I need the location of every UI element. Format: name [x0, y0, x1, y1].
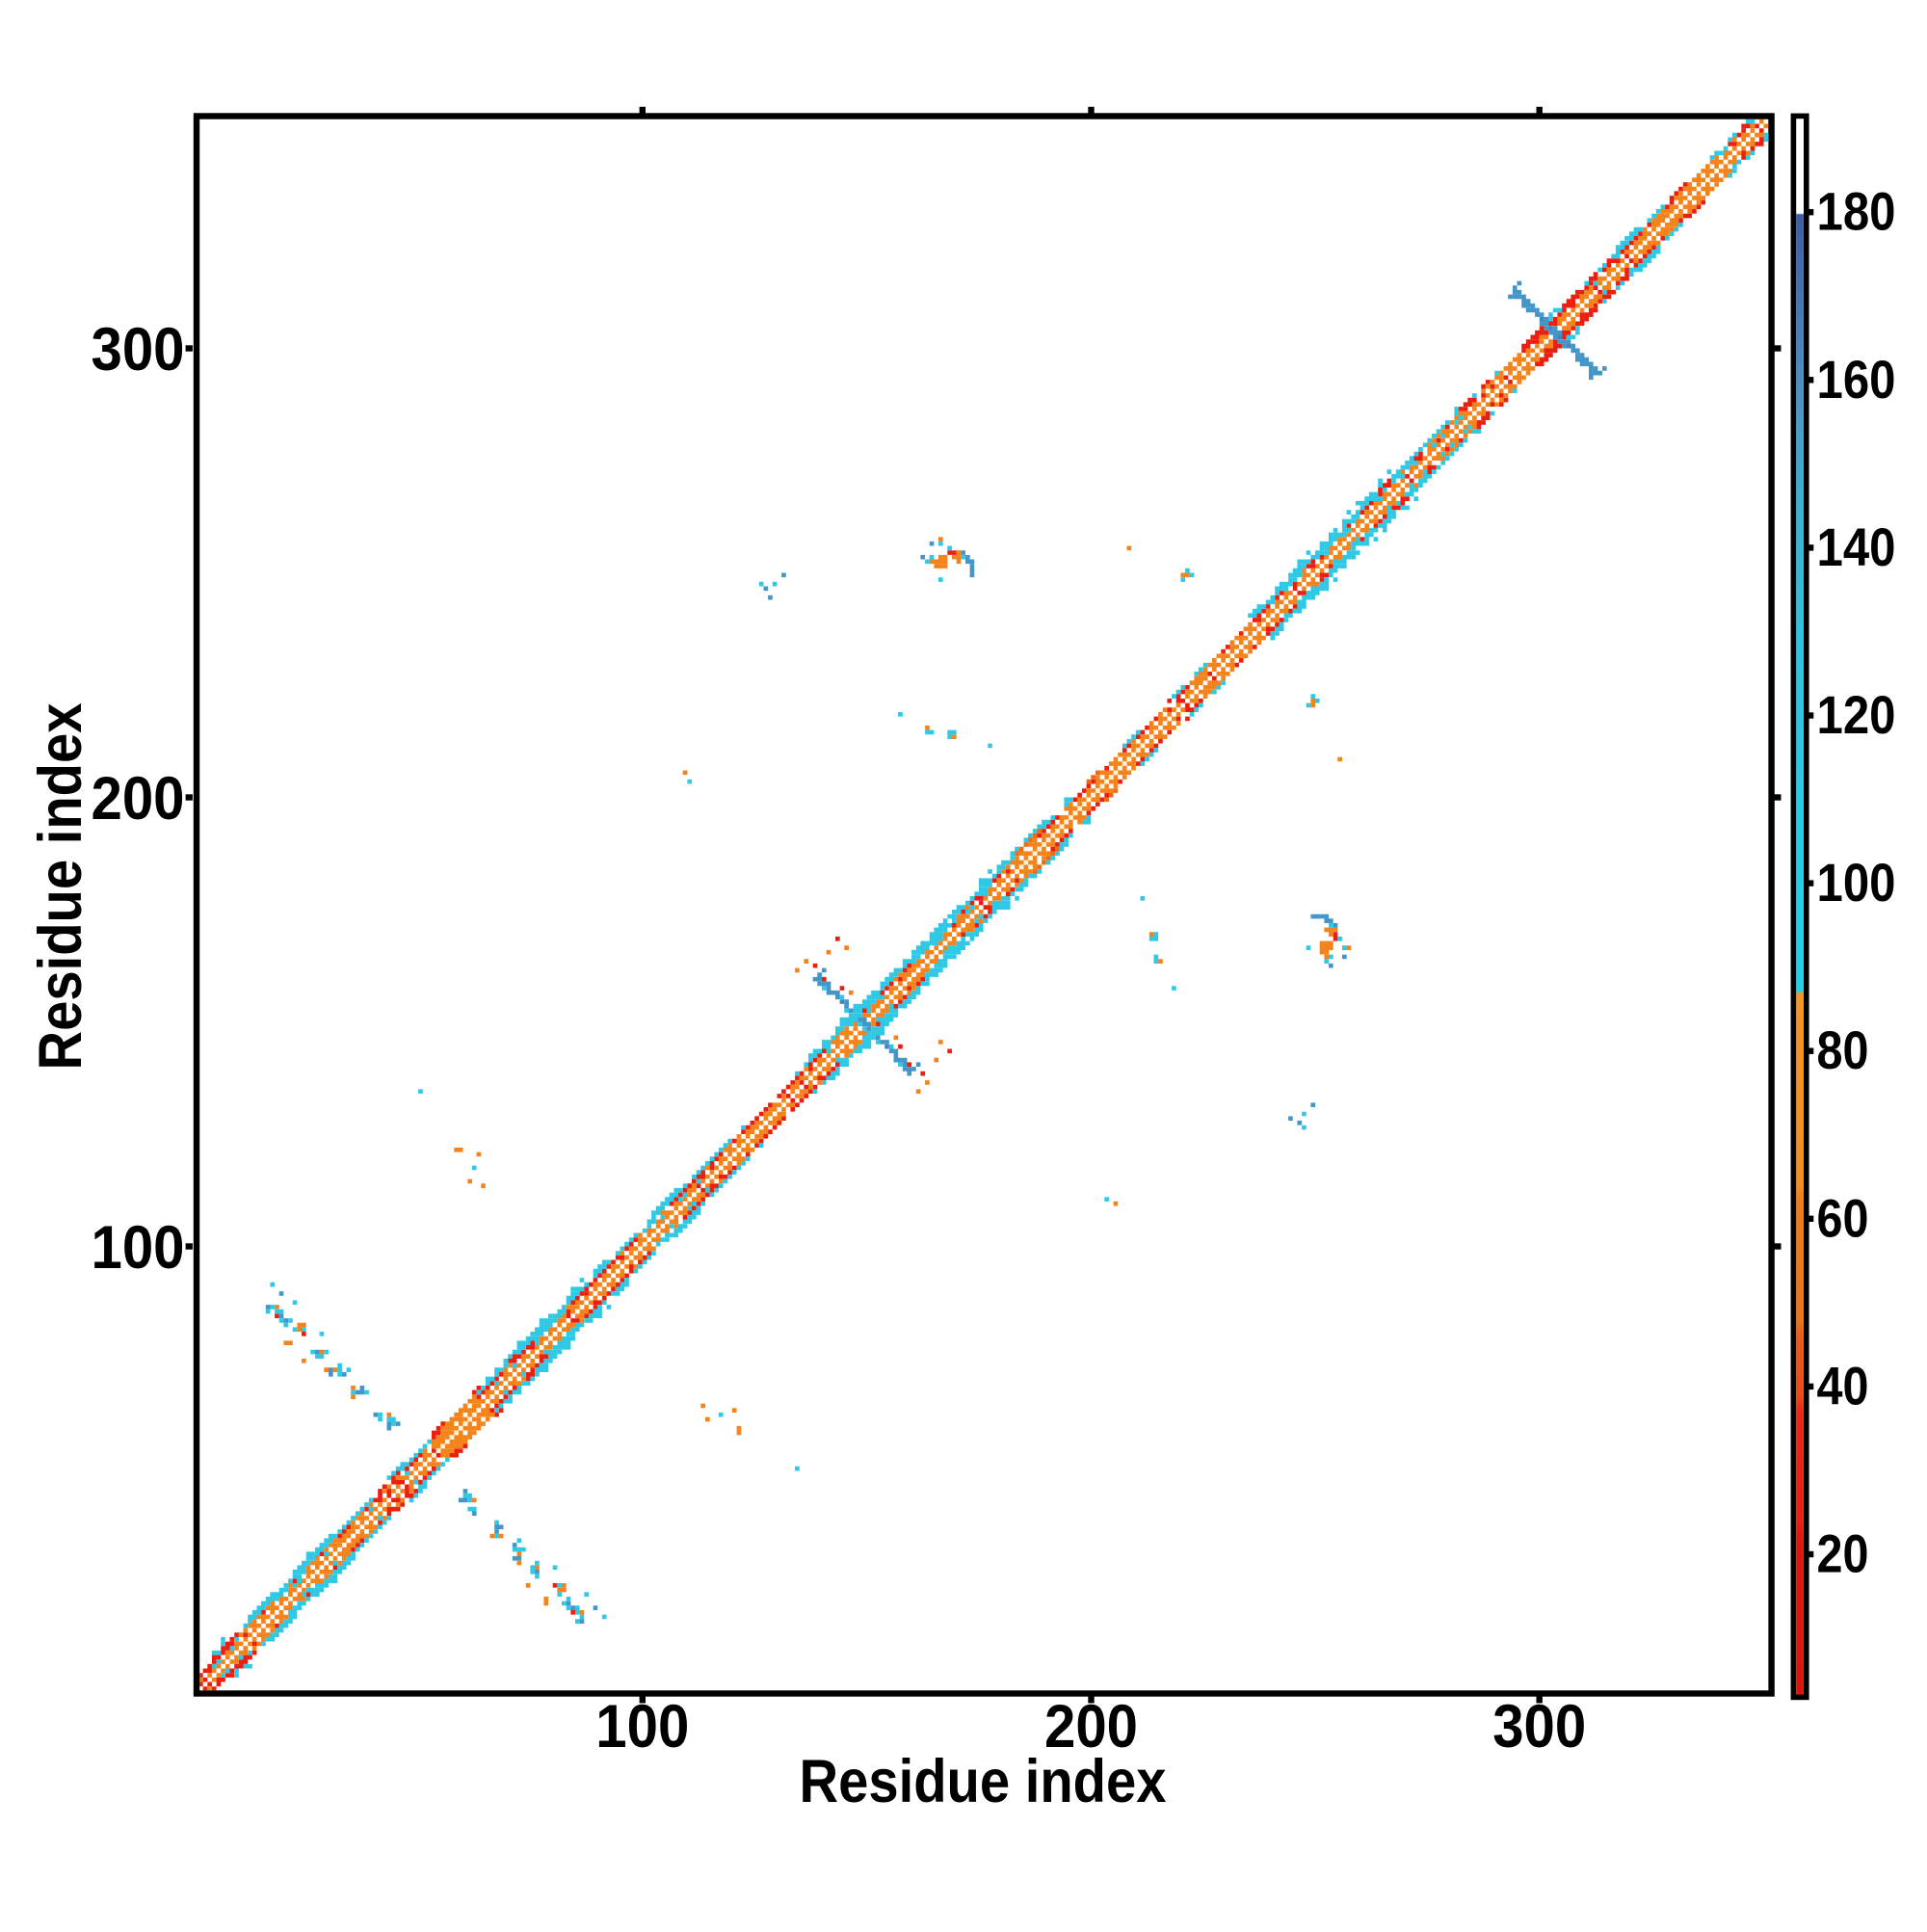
svg-text:80: 80 [1817, 1019, 1869, 1080]
svg-text:160: 160 [1817, 349, 1896, 410]
svg-text:100: 100 [92, 1214, 185, 1282]
svg-text:300: 300 [1492, 1693, 1586, 1760]
svg-text:20: 20 [1817, 1523, 1869, 1584]
svg-text:60: 60 [1817, 1187, 1869, 1248]
svg-text:Residue index: Residue index [800, 1748, 1167, 1815]
svg-text:200: 200 [92, 765, 185, 833]
svg-text:140: 140 [1817, 516, 1896, 577]
svg-text:40: 40 [1817, 1355, 1869, 1416]
svg-text:200: 200 [1044, 1693, 1138, 1760]
svg-text:Residue index: Residue index [27, 703, 94, 1071]
svg-text:120: 120 [1817, 684, 1896, 745]
svg-text:300: 300 [92, 316, 185, 384]
svg-text:100: 100 [595, 1693, 689, 1760]
svg-text:100: 100 [1817, 852, 1896, 913]
svg-text:180: 180 [1817, 181, 1896, 242]
